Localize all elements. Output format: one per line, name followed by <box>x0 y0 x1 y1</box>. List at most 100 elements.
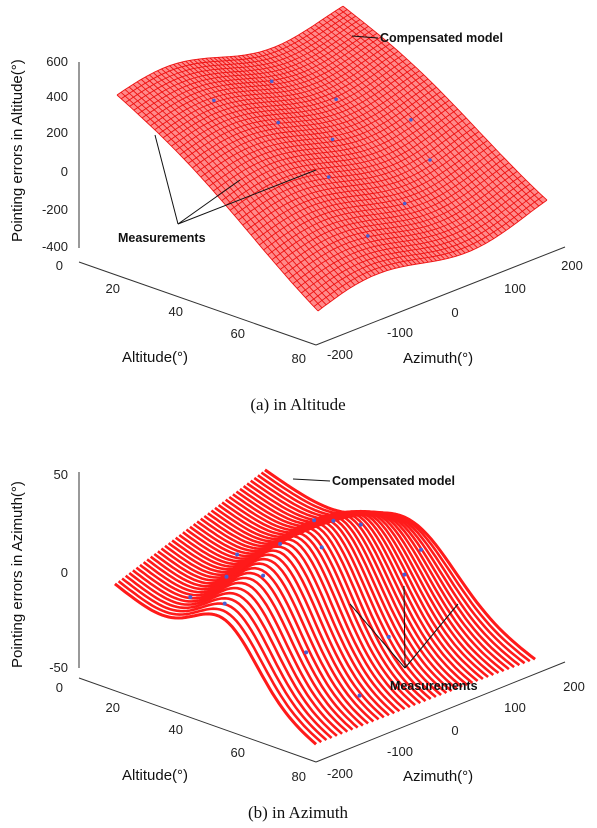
altitude-axis-label-b: Altitude(°) <box>122 767 188 784</box>
z-tick-label: 50 <box>54 467 68 482</box>
measurement-point <box>269 79 274 84</box>
z-tick-label: -400 <box>42 239 68 254</box>
surface-ribbon <box>139 563 354 731</box>
surface-mesh-line <box>282 43 487 244</box>
measurement-points-a <box>212 79 432 238</box>
measurement-point <box>188 595 193 600</box>
surface-ribbon <box>117 580 323 744</box>
surface-mesh-line <box>217 57 421 264</box>
measurement-point <box>402 572 407 577</box>
az-tick-label: 200 <box>563 679 585 694</box>
surface-ribbon <box>164 544 390 717</box>
measurements-label-b: Measurements <box>390 679 478 693</box>
measurement-point <box>222 601 227 606</box>
surface-mesh-line <box>153 72 356 286</box>
measurement-point <box>278 541 283 546</box>
measurement-point <box>319 545 324 550</box>
caption-b: (b) in Azimuth <box>248 803 349 822</box>
surface-mesh-line <box>161 68 364 281</box>
panel-b: 50 0 -50 0 20 40 60 80 -200 -100 0 100 2… <box>9 467 585 822</box>
az-tick-label: -200 <box>327 766 353 781</box>
measurement-leader <box>404 603 459 669</box>
compensated-model-label-b: Compensated model <box>332 474 455 488</box>
alt-tick-label: 80 <box>292 769 306 784</box>
measurement-point <box>357 693 362 698</box>
surface-mesh-line <box>314 24 519 222</box>
measurement-point <box>330 137 335 142</box>
alt-tick-label: 20 <box>106 281 120 296</box>
measurement-leader <box>177 169 317 225</box>
surface-mesh-line <box>306 29 511 228</box>
measurement-point <box>358 522 363 527</box>
surface-mesh-line <box>302 32 507 231</box>
alt-tick-label: 20 <box>106 700 120 715</box>
az-tick-label: -100 <box>387 744 413 759</box>
z-tick-label: 200 <box>46 125 68 140</box>
model-leader-a <box>351 35 379 39</box>
measurement-point <box>386 634 391 639</box>
measurement-leader <box>177 179 241 225</box>
az-tick-label: -100 <box>387 325 413 340</box>
azimuth-axis-label-b: Azimuth(°) <box>403 768 473 785</box>
surface-mesh-line <box>258 52 462 255</box>
surface-edge <box>264 468 536 661</box>
panel-a: 600 400 200 0 -200 -400 0 20 40 60 80 -2… <box>9 5 583 414</box>
surface-mesh-line <box>193 59 397 269</box>
surface-ribbon <box>157 550 380 721</box>
surface-mesh-line <box>241 55 446 260</box>
surface-mesh-line <box>201 58 405 267</box>
altitude-ticks-a: 0 20 40 60 80 <box>56 258 306 366</box>
surface-mesh-line <box>189 60 392 270</box>
surface-mesh-line <box>253 52 458 257</box>
surface-mesh-line <box>310 27 515 225</box>
surface-mesh-line <box>318 21 523 219</box>
z-tick-label: 0 <box>61 164 68 179</box>
surface-mesh-line <box>213 57 417 265</box>
model-leader-b <box>292 478 331 482</box>
measurement-point <box>224 574 229 579</box>
z-axis-label-b: Pointing errors in Azimuth(°) <box>9 481 26 668</box>
azimuth-axis-a <box>315 246 566 346</box>
surface-ribbon <box>128 571 338 737</box>
surface-mesh-line <box>237 55 442 261</box>
measurement-point <box>212 98 216 103</box>
surface-mesh-line <box>262 50 466 254</box>
measurement-point <box>334 97 338 102</box>
z-tick-label: 0 <box>61 565 68 580</box>
alt-tick-label: 0 <box>56 258 63 273</box>
surface-mesh-line <box>270 48 474 251</box>
alt-tick-label: 80 <box>292 351 306 366</box>
measurement-point <box>366 234 370 238</box>
surface-mesh-line <box>294 36 499 237</box>
measurement-point <box>428 158 432 162</box>
surface-mesh-line <box>342 5 548 201</box>
measurement-point <box>402 201 407 206</box>
surface-mesh-line <box>322 18 527 216</box>
surface-ribbon <box>146 558 364 727</box>
surface-mesh-line <box>229 56 433 262</box>
surface-ribbon <box>149 555 369 725</box>
surface-mesh-line <box>165 66 368 279</box>
surface-mesh-line <box>157 70 360 284</box>
surface-mesh-line <box>181 61 384 273</box>
z-tick-label: 400 <box>46 89 68 104</box>
surface-mesh-line <box>221 56 425 264</box>
surface-mesh-line <box>177 62 380 274</box>
measurement-point <box>261 573 266 578</box>
z-tick-label: -50 <box>49 660 68 675</box>
surface-mesh-line <box>169 65 372 277</box>
surface-mesh-line <box>330 13 536 210</box>
surface-mesh-line <box>334 10 540 207</box>
surface-ribbon <box>142 561 359 729</box>
measurement-point <box>235 552 240 557</box>
measurement-leader <box>349 603 406 669</box>
surface-mesh-line <box>173 64 376 276</box>
measurement-point <box>331 518 336 523</box>
azimuth-axis-label-a: Azimuth(°) <box>403 350 473 367</box>
surface-mesh-line <box>225 56 429 263</box>
z-tick-label: 600 <box>46 54 68 69</box>
az-tick-label: 100 <box>504 700 526 715</box>
altitude-ticks-b: 0 20 40 60 80 <box>56 680 306 784</box>
z-ticks-b: 50 0 -50 <box>49 467 68 675</box>
